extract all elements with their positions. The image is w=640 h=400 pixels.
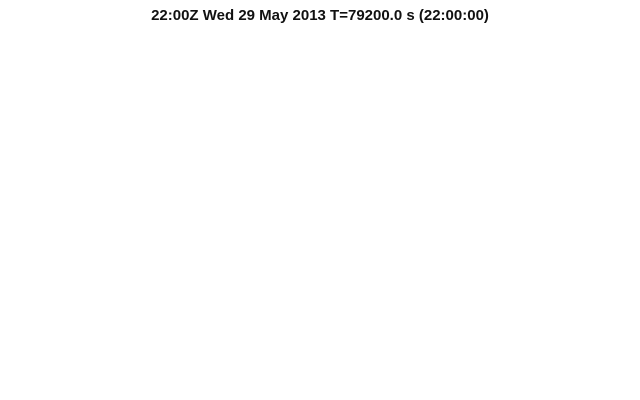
svg-text:22:00Z Wed 29 May 2013 T=: 22:00Z Wed 29 May 2013 T=79200.0 s (22:0… [151, 7, 489, 24]
